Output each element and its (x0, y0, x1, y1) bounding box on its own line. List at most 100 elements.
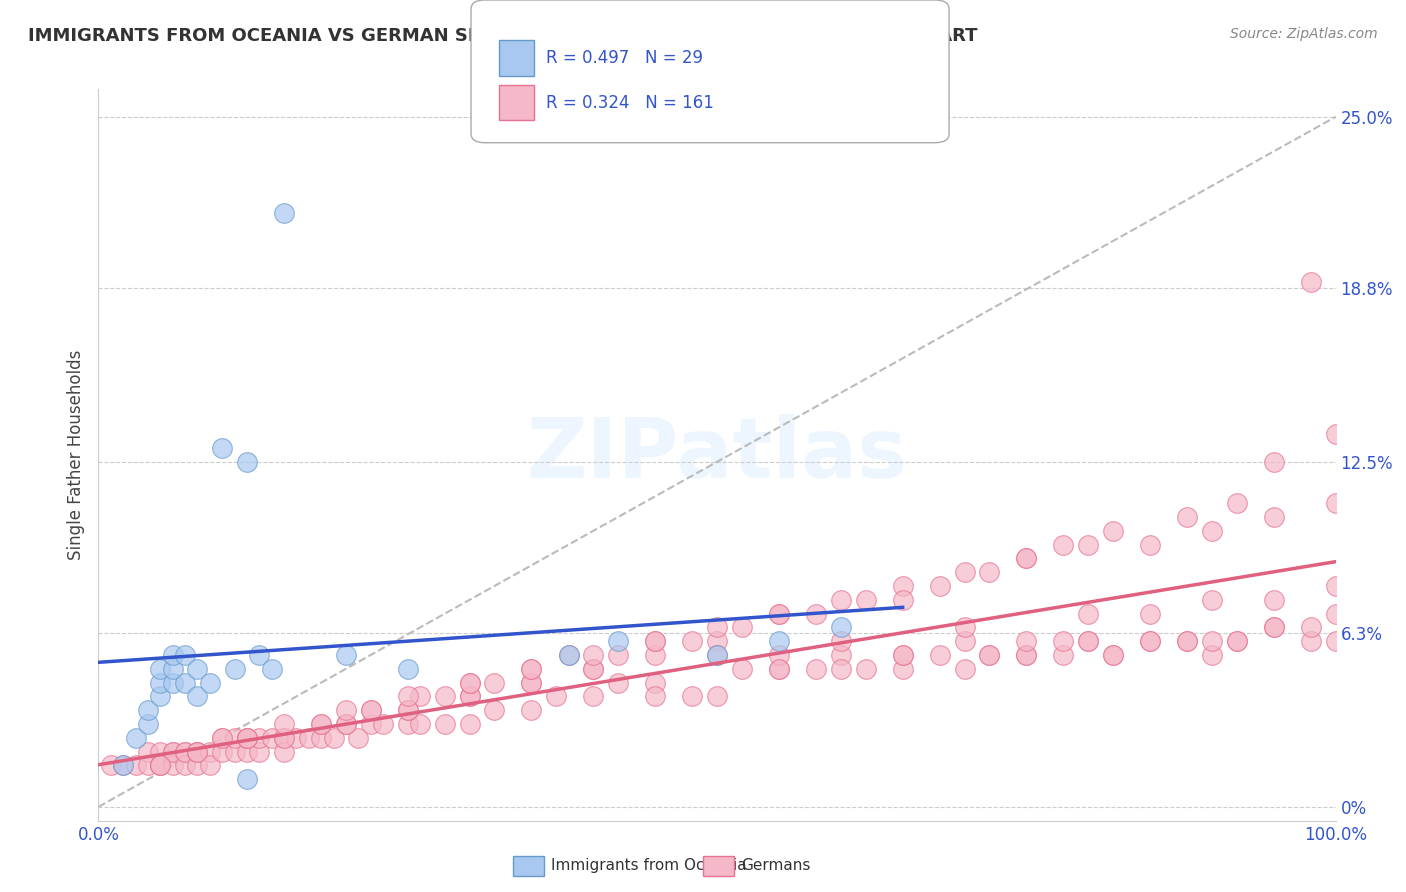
Point (162, 745, 184, 759)
Point (768, 662, 790, 676)
Point (830, 592, 852, 607)
Point (211, 745, 233, 759)
Point (768, 607, 790, 621)
Point (186, 745, 208, 759)
Point (236, 731, 259, 745)
Point (309, 717, 332, 731)
Point (706, 620, 728, 634)
Point (149, 662, 172, 676)
Point (1077, 634, 1099, 648)
Point (174, 675, 197, 690)
Point (149, 690, 172, 704)
Point (211, 731, 233, 745)
Point (124, 731, 146, 745)
Point (1077, 538, 1099, 552)
Point (236, 745, 259, 759)
Point (830, 634, 852, 648)
Point (247, 745, 270, 759)
Point (396, 703, 419, 717)
Point (607, 675, 630, 690)
Point (224, 731, 246, 745)
Point (1263, 620, 1285, 634)
Point (830, 620, 852, 634)
Point (953, 566, 976, 580)
Point (891, 579, 914, 593)
Point (1102, 648, 1125, 662)
Point (211, 441, 233, 455)
Point (211, 731, 233, 745)
Point (260, 731, 283, 745)
Point (322, 731, 344, 745)
Point (409, 717, 432, 731)
Point (706, 648, 728, 662)
Point (1015, 551, 1038, 566)
Point (804, 607, 827, 621)
Point (953, 620, 976, 634)
Point (186, 690, 208, 704)
Text: Source: ZipAtlas.com: Source: ZipAtlas.com (1230, 27, 1378, 41)
Point (706, 634, 728, 648)
Point (979, 648, 1001, 662)
Text: Immigrants from Oceania: Immigrants from Oceania (551, 858, 747, 872)
Point (186, 662, 208, 676)
Point (396, 690, 419, 704)
Point (136, 717, 159, 731)
Point (1324, 634, 1347, 648)
Point (1052, 634, 1074, 648)
Point (1102, 524, 1125, 538)
Point (174, 648, 197, 662)
Point (273, 731, 295, 745)
Point (224, 745, 246, 759)
Point (644, 675, 666, 690)
Point (162, 758, 184, 772)
Point (149, 675, 172, 690)
Point (149, 758, 172, 772)
Point (644, 648, 666, 662)
Point (1201, 524, 1223, 538)
Point (1015, 648, 1038, 662)
Point (273, 745, 295, 759)
Point (644, 690, 666, 704)
Point (731, 620, 754, 634)
Point (1324, 496, 1347, 510)
Point (1175, 634, 1198, 648)
Point (186, 745, 208, 759)
Point (1139, 607, 1161, 621)
Point (458, 717, 481, 731)
Point (979, 648, 1001, 662)
Point (162, 745, 184, 759)
Point (1139, 634, 1161, 648)
Point (273, 206, 295, 220)
Point (1299, 276, 1322, 290)
Point (768, 648, 790, 662)
Point (174, 745, 197, 759)
Point (830, 662, 852, 676)
Point (953, 634, 976, 648)
Point (1263, 620, 1285, 634)
Point (236, 731, 259, 745)
Point (162, 648, 184, 662)
Point (582, 662, 605, 676)
Point (582, 662, 605, 676)
Point (149, 758, 172, 772)
Point (100, 758, 122, 772)
Point (360, 703, 382, 717)
Point (433, 690, 456, 704)
Point (273, 731, 295, 745)
Text: Germans: Germans (741, 858, 810, 872)
Point (162, 675, 184, 690)
Point (247, 648, 270, 662)
Point (360, 703, 382, 717)
Point (484, 703, 506, 717)
Point (360, 717, 382, 731)
Point (136, 745, 159, 759)
Point (260, 662, 283, 676)
Point (273, 717, 295, 731)
Point (520, 675, 543, 690)
Point (1077, 634, 1099, 648)
Point (979, 566, 1001, 580)
Point (1226, 634, 1249, 648)
Point (607, 648, 630, 662)
Point (546, 690, 568, 704)
Point (1102, 648, 1125, 662)
